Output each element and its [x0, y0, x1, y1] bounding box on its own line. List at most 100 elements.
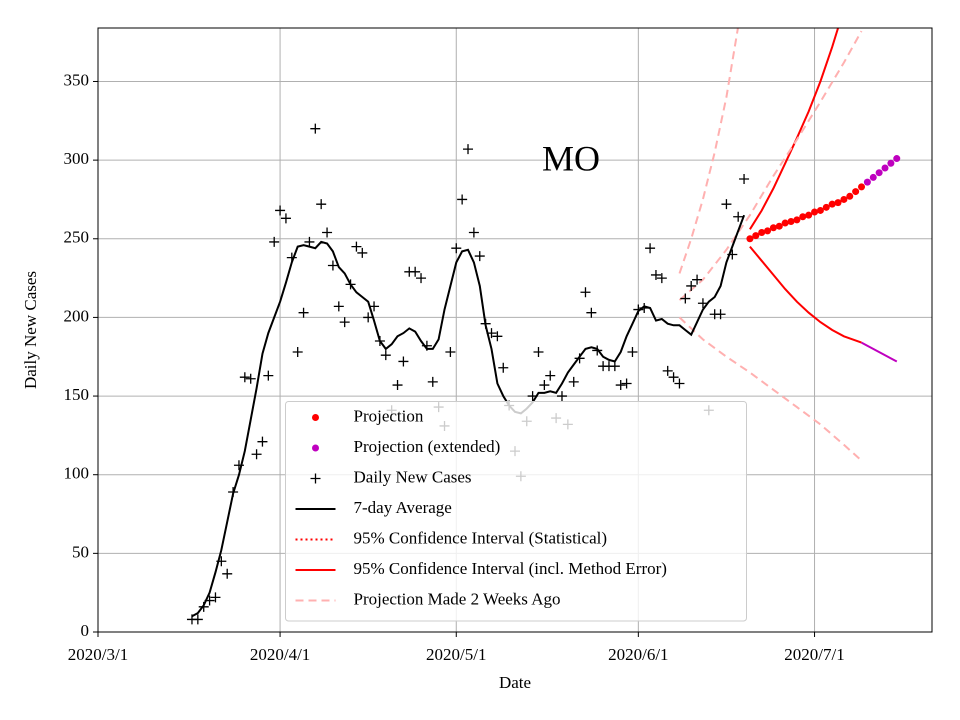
case-marker — [650, 269, 661, 280]
case-marker — [210, 592, 221, 603]
case-marker — [427, 376, 438, 387]
case-marker — [692, 274, 703, 285]
case-marker — [233, 460, 244, 471]
case-marker — [345, 279, 356, 290]
projection-dot — [887, 159, 895, 167]
case-marker — [304, 236, 315, 247]
projection-dot — [869, 173, 877, 181]
legend-label: Projection (extended) — [354, 437, 501, 456]
projection-dot — [811, 208, 819, 216]
projection-dot — [781, 219, 789, 227]
case-marker — [204, 595, 215, 606]
case-marker — [363, 312, 374, 323]
case-marker — [269, 236, 280, 247]
case-marker — [298, 307, 309, 318]
case-marker — [674, 378, 685, 389]
case-marker — [451, 243, 462, 254]
case-marker — [457, 194, 468, 205]
projection-dot — [828, 200, 836, 208]
case-marker — [656, 273, 667, 284]
case-marker — [310, 123, 321, 134]
case-marker — [697, 298, 708, 309]
case-marker — [533, 347, 544, 358]
case-marker — [486, 328, 497, 339]
case-marker — [228, 487, 239, 498]
legend-label: 7-day Average — [354, 498, 452, 517]
y-axis-label: Daily New Cases — [21, 271, 40, 389]
legend-label: Projection — [354, 406, 424, 425]
legend-label: 95% Confidence Interval (incl. Method Er… — [354, 559, 667, 578]
case-marker — [480, 318, 491, 329]
x-tick-label: 2020/4/1 — [250, 645, 310, 664]
projection-dot — [863, 178, 871, 186]
case-marker — [239, 372, 250, 383]
x-tick-label: 2020/7/1 — [784, 645, 844, 664]
case-marker — [686, 280, 697, 291]
line — [749, 28, 840, 230]
legend-handle — [310, 473, 321, 484]
projection-dot — [799, 213, 807, 221]
projection-dot — [852, 188, 860, 196]
x-tick-label: 2020/5/1 — [426, 645, 486, 664]
case-marker — [257, 436, 268, 447]
legend-handle — [312, 444, 319, 452]
case-marker — [615, 380, 626, 391]
case-marker — [292, 347, 303, 358]
case-marker — [398, 356, 409, 367]
case-marker — [539, 380, 550, 391]
case-marker — [286, 252, 297, 263]
case-marker — [680, 293, 691, 304]
x-tick-label: 2020/3/1 — [68, 645, 128, 664]
case-marker — [662, 365, 673, 376]
case-marker — [639, 302, 650, 313]
case-marker — [416, 273, 427, 284]
case-marker — [445, 347, 456, 358]
projection-dot — [881, 164, 889, 172]
x-tick-label: 2020/6/1 — [608, 645, 668, 664]
projection-dot — [816, 206, 824, 214]
legend-label: Projection Made 2 Weeks Ago — [354, 589, 561, 608]
case-marker — [527, 391, 538, 402]
case-marker — [392, 380, 403, 391]
case-marker — [327, 260, 338, 271]
case-marker — [198, 601, 209, 612]
line — [678, 316, 863, 462]
projection-dot — [875, 169, 883, 177]
case-marker — [339, 317, 350, 328]
case-marker — [592, 345, 603, 356]
case-marker — [556, 391, 567, 402]
projection-dot — [822, 203, 830, 211]
case-marker — [316, 199, 327, 210]
line — [861, 341, 898, 363]
projection-dot — [793, 216, 801, 224]
case-marker — [251, 449, 262, 460]
projection-dot — [752, 232, 760, 240]
case-marker — [275, 205, 286, 216]
y-tick-label: 350 — [64, 70, 90, 89]
projection-dot — [769, 224, 777, 232]
case-marker — [568, 376, 579, 387]
y-tick-label: 200 — [64, 306, 90, 325]
case-marker — [609, 361, 620, 372]
case-marker — [333, 301, 344, 312]
legend-box — [285, 401, 747, 622]
case-marker — [222, 568, 233, 579]
case-marker — [492, 331, 503, 342]
projection-dot — [775, 222, 783, 230]
case-marker — [380, 350, 391, 361]
case-marker — [322, 227, 333, 238]
case-marker — [369, 301, 380, 312]
case-marker — [357, 247, 368, 258]
projection-dot — [893, 155, 901, 163]
axes-frame — [97, 27, 933, 633]
case-marker — [498, 362, 509, 373]
y-tick-label: 150 — [64, 385, 90, 404]
case-marker — [627, 347, 638, 358]
legend-handle — [312, 414, 319, 421]
case-marker — [351, 241, 362, 252]
case-marker — [468, 227, 479, 238]
projection-dot — [746, 235, 754, 243]
annotation: MO — [542, 138, 600, 178]
y-tick-label: 50 — [72, 542, 89, 561]
case-marker — [586, 307, 597, 318]
